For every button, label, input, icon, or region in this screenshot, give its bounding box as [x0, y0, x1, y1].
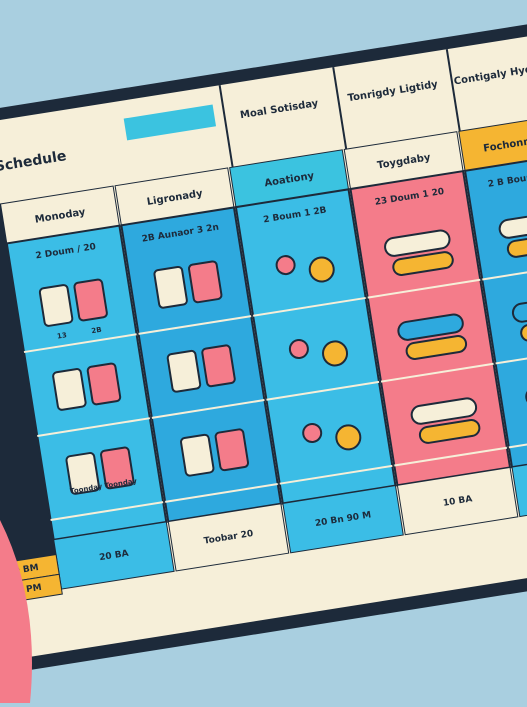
jar: [38, 284, 74, 327]
row-divider: [151, 399, 265, 419]
jar: [52, 368, 87, 411]
bottom-cell: [282, 485, 404, 554]
row-divider: [367, 278, 481, 299]
hand: [0, 520, 32, 703]
bottom-cell: [511, 448, 527, 518]
pill: [525, 379, 527, 407]
divider: [445, 49, 461, 132]
pill: [397, 313, 464, 341]
pill-label: 2B: [91, 326, 102, 336]
jar: [86, 362, 122, 406]
pill: [498, 211, 527, 239]
icon: [322, 340, 349, 367]
row-divider: [279, 464, 393, 485]
row-divider: [380, 362, 494, 383]
divider: [332, 67, 348, 150]
side-column: [0, 203, 62, 601]
row-divider: [394, 446, 508, 467]
icon: [275, 255, 296, 276]
row-divider: [495, 344, 527, 365]
icon: [302, 422, 323, 443]
bottom-cell: [167, 503, 290, 572]
pill-label: 13: [56, 331, 67, 340]
jar: [65, 452, 100, 495]
row-divider: [252, 296, 366, 317]
pill: [392, 251, 454, 276]
icon: [308, 256, 335, 283]
jar: [73, 278, 108, 322]
row-divider: [266, 380, 380, 401]
divider: [218, 85, 234, 168]
pill: [511, 295, 527, 323]
row-divider: [50, 501, 164, 521]
jar: [166, 349, 202, 393]
pill: [405, 335, 468, 360]
pill: [506, 232, 527, 258]
header-tab: [123, 104, 217, 141]
row-divider: [37, 417, 151, 438]
row-divider: [164, 483, 278, 503]
row-divider: [482, 260, 527, 281]
jar: [153, 265, 188, 309]
pill: [418, 419, 481, 444]
jar: [214, 428, 250, 472]
pill: [520, 316, 527, 342]
bottom-label: 20 BA: [99, 549, 130, 563]
row-divider: [138, 315, 252, 335]
bottom-cell: [396, 466, 519, 536]
jar: [188, 260, 223, 304]
icon: [288, 339, 309, 360]
icon: [335, 424, 362, 451]
jar: [100, 446, 135, 490]
bottom-label: 10 BA: [442, 494, 473, 508]
jar: [201, 344, 236, 388]
pill: [384, 229, 451, 257]
row-divider: [23, 333, 137, 354]
jar: [180, 433, 215, 477]
pill: [410, 397, 478, 425]
